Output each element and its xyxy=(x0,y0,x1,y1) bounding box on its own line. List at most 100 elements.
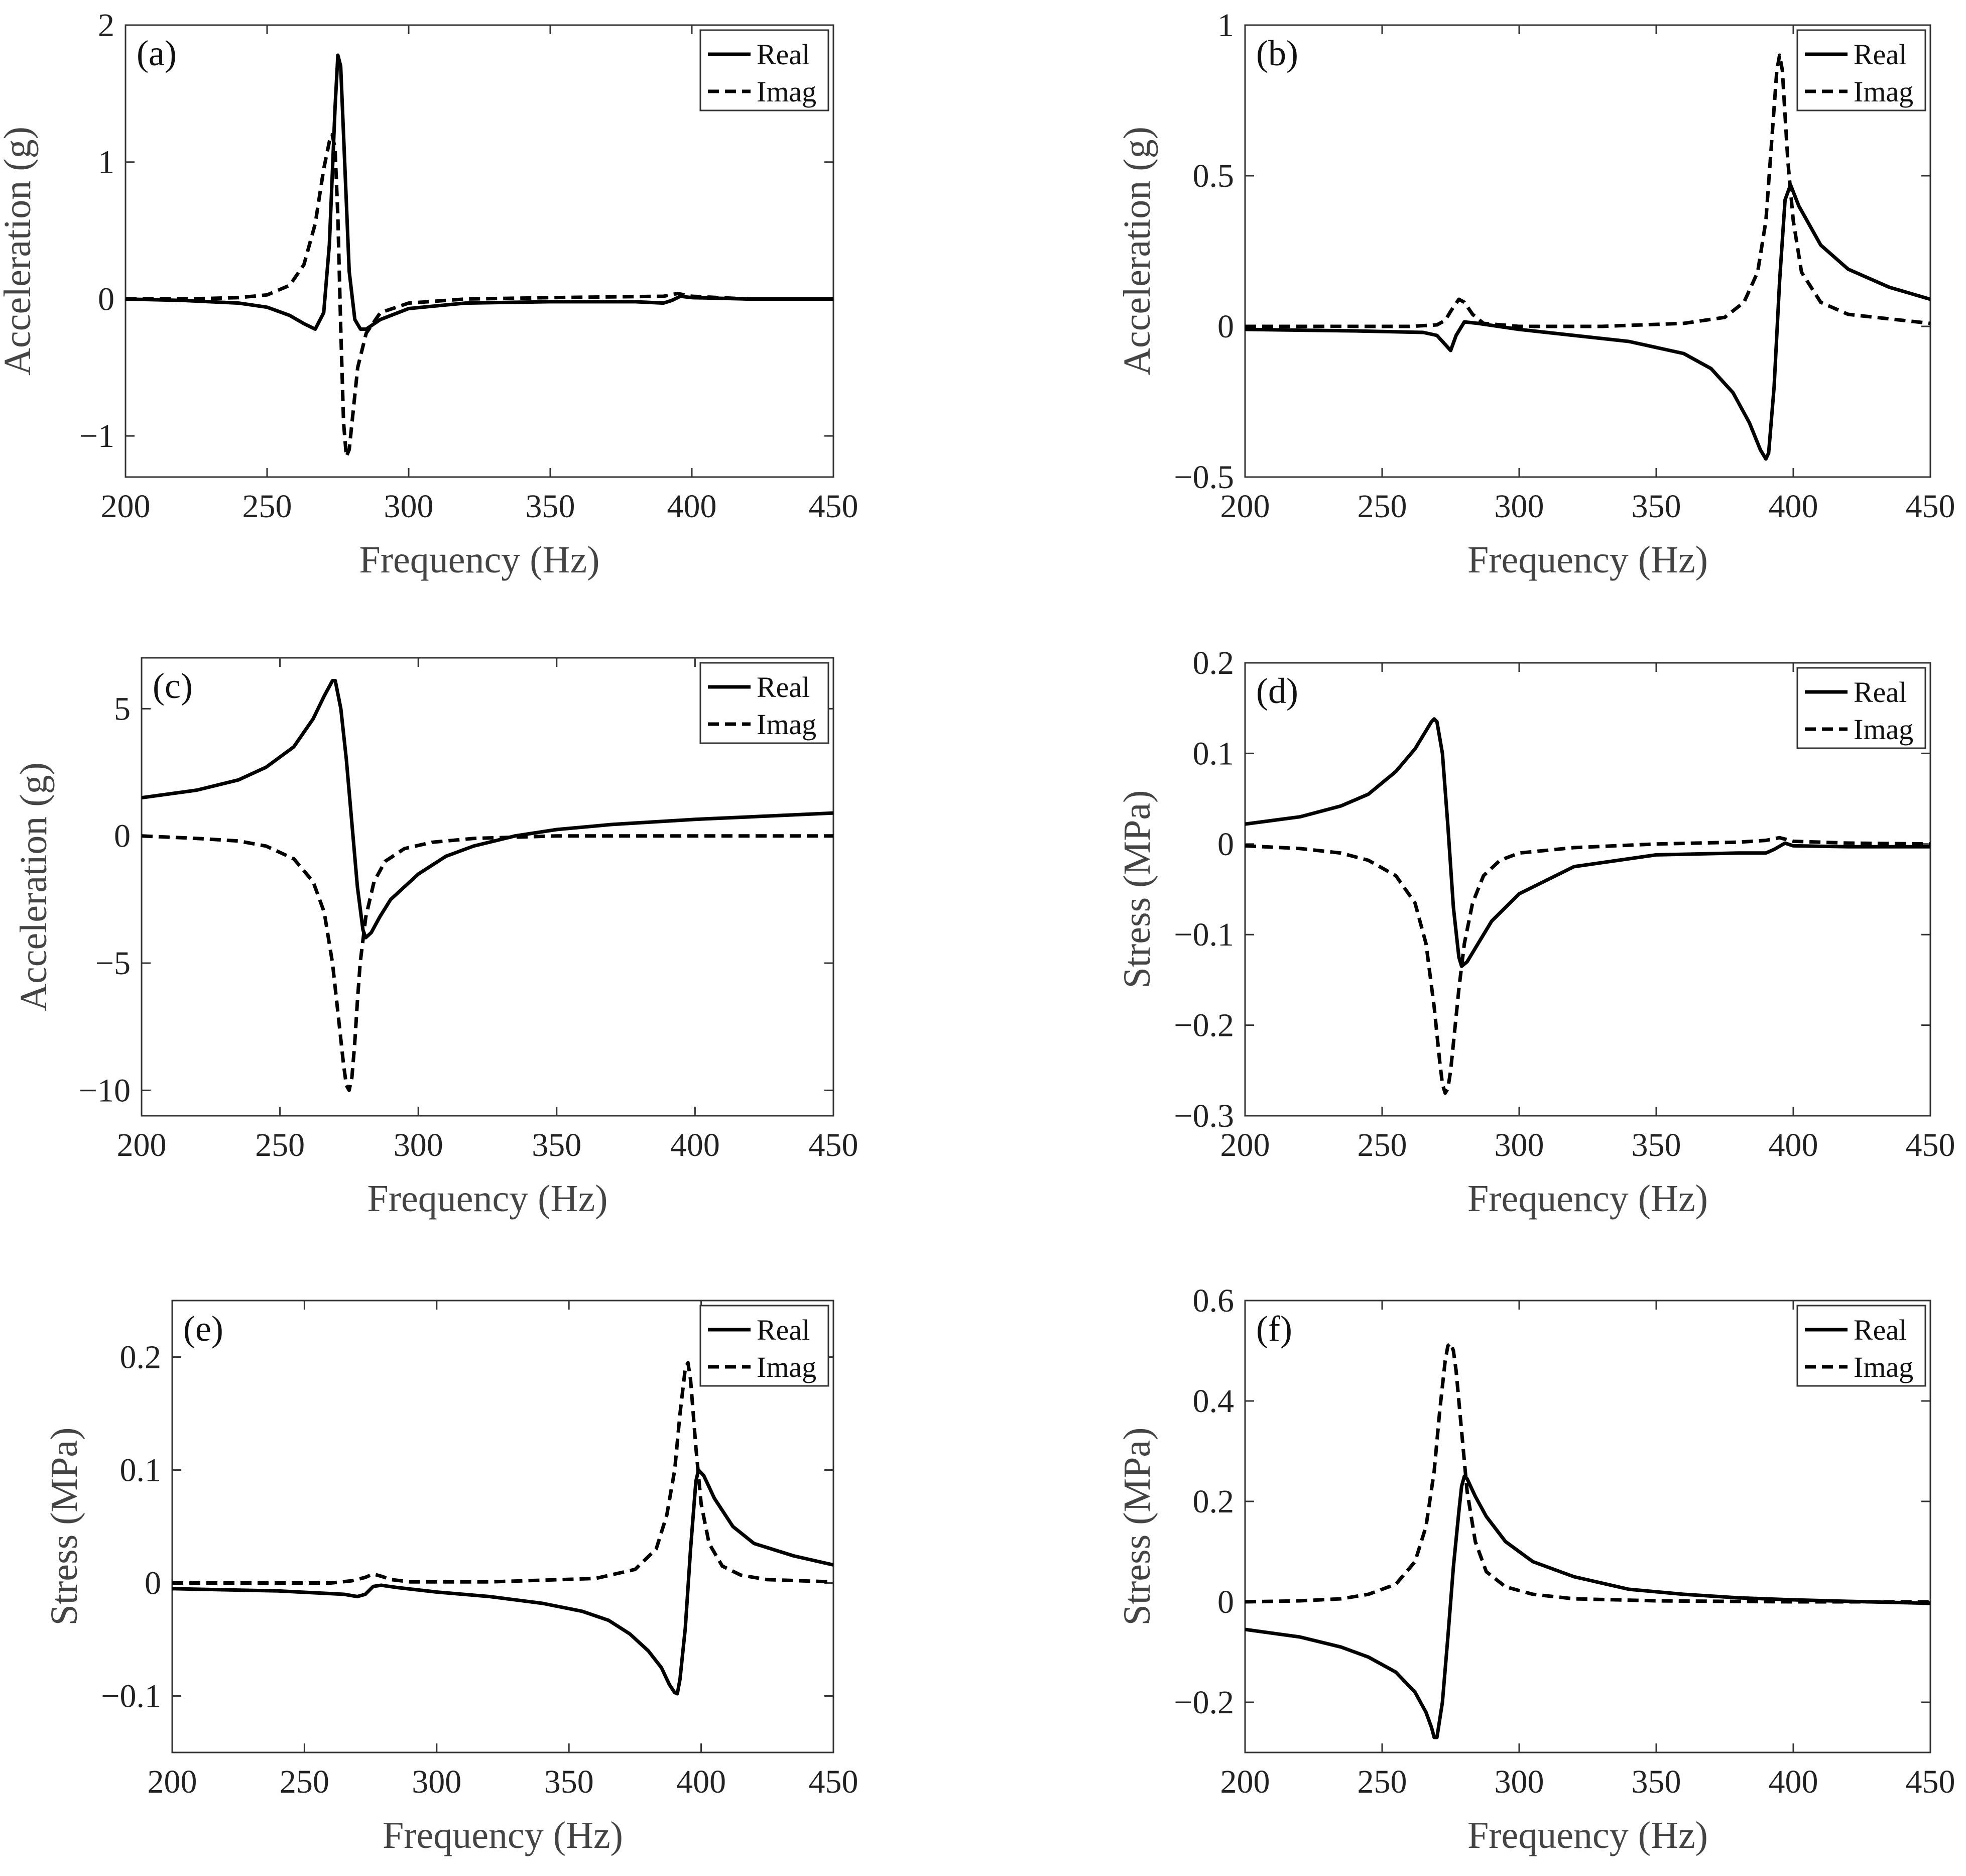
y-tick-label: 0.2 xyxy=(1193,1483,1235,1520)
y-axis-label: Stress (MPa) xyxy=(1116,1428,1158,1626)
y-tick-label: −0.2 xyxy=(1174,1007,1234,1044)
series-line-imag xyxy=(142,834,833,1092)
x-tick-label: 200 xyxy=(117,1127,167,1163)
legend-box xyxy=(1796,29,1926,111)
x-tick-label: 450 xyxy=(809,1764,858,1800)
x-tick-label: 450 xyxy=(1906,1764,1955,1800)
y-tick-label: −5 xyxy=(95,945,131,982)
legend-label-imag: Imag xyxy=(757,708,816,741)
x-tick-label: 350 xyxy=(1632,1127,1681,1163)
legend-label-real: Real xyxy=(1854,676,1907,709)
y-tick-label: 2 xyxy=(98,7,114,44)
x-tick-label: 250 xyxy=(255,1127,305,1163)
plot-frame xyxy=(125,24,834,478)
chart-panel-a: 200 250 300 350 400 450 −1 0 1 2 Frequency (Hz) Acc… xyxy=(0,7,858,581)
x-tick-label: 400 xyxy=(670,1127,720,1163)
x-tick-label: 450 xyxy=(1906,488,1955,525)
x-tick-label: 450 xyxy=(809,1127,858,1163)
x-tick-label: 450 xyxy=(809,488,858,525)
x-tick-label: 300 xyxy=(1495,1764,1544,1800)
legend: Real Imag xyxy=(1796,29,1926,111)
chart-panel-c: 200 250 300 350 400 450 −10 −5 0 5 Frequency (Hz) A… xyxy=(13,657,858,1220)
x-axis-label: Frequency (Hz) xyxy=(1467,539,1708,581)
legend: Real Imag xyxy=(1796,667,1926,749)
legend-label-imag: Imag xyxy=(757,1351,816,1383)
plot-frame xyxy=(1244,24,1931,478)
plot-frame xyxy=(1244,1300,1931,1753)
chart-panel-d: 200 250 300 350 400 450 −0.3 −0.2 −0.1 0 0.1 0.2 Fre… xyxy=(1116,645,1955,1220)
x-tick-label: 200 xyxy=(1220,488,1270,525)
y-tick-label: −0.3 xyxy=(1174,1098,1234,1134)
y-tick-label: 0 xyxy=(1217,826,1234,863)
series-line-imag xyxy=(172,1361,833,1585)
y-axis-label: Stress (MPa) xyxy=(43,1428,85,1626)
y-tick-label: −0.5 xyxy=(1174,459,1234,496)
y-tick-label: 0.6 xyxy=(1193,1282,1235,1319)
x-tick-label: 200 xyxy=(1220,1127,1270,1163)
panel-label: (e) xyxy=(183,1309,223,1349)
y-axis-label: Acceleration (g) xyxy=(13,762,55,1011)
x-tick-label: 300 xyxy=(1495,1127,1544,1163)
y-tick-label: −10 xyxy=(79,1072,131,1109)
y-tick-label: 0 xyxy=(1217,1584,1234,1620)
y-tick-label: 0.5 xyxy=(1193,158,1235,194)
series-line-real xyxy=(1245,183,1930,461)
x-axis-label: Frequency (Hz) xyxy=(367,1178,607,1220)
y-tick-label: −0.1 xyxy=(101,1678,161,1715)
legend: Real Imag xyxy=(699,1305,829,1387)
x-tick-label: 250 xyxy=(1358,1127,1407,1163)
x-tick-label: 250 xyxy=(280,1764,329,1800)
legend: Real Imag xyxy=(699,662,829,744)
legend-label-real: Real xyxy=(757,671,810,704)
x-tick-label: 400 xyxy=(667,488,717,525)
y-tick-label: 0.1 xyxy=(1193,735,1235,772)
legend-label-real: Real xyxy=(757,1314,810,1346)
legend-label-real: Real xyxy=(1854,1314,1907,1346)
series-line-real xyxy=(142,679,833,940)
y-tick-label: 5 xyxy=(114,690,131,727)
x-tick-label: 350 xyxy=(544,1764,594,1800)
x-tick-label: 250 xyxy=(1358,488,1407,525)
x-tick-label: 200 xyxy=(101,488,151,525)
x-axis-label: Frequency (Hz) xyxy=(1467,1178,1708,1220)
panel-label: (a) xyxy=(137,33,177,73)
legend-label-real: Real xyxy=(1854,38,1907,71)
x-tick-label: 450 xyxy=(1906,1127,1955,1163)
x-tick-label: 250 xyxy=(1358,1764,1407,1800)
y-tick-label: 0.2 xyxy=(120,1339,162,1376)
x-tick-label: 400 xyxy=(1769,488,1818,525)
x-tick-label: 350 xyxy=(532,1127,581,1163)
series-line-real xyxy=(1245,717,1930,968)
x-tick-label: 350 xyxy=(1632,488,1681,525)
x-tick-label: 400 xyxy=(1769,1127,1818,1163)
legend-box xyxy=(699,662,829,744)
x-axis-label: Frequency (Hz) xyxy=(359,539,599,581)
panel-label: (d) xyxy=(1256,671,1298,711)
y-tick-label: 0 xyxy=(114,818,131,855)
x-tick-label: 350 xyxy=(1632,1764,1681,1800)
legend-box xyxy=(699,29,829,111)
series-line-real xyxy=(126,53,833,331)
x-tick-label: 350 xyxy=(526,488,575,525)
x-axis-label: Frequency (Hz) xyxy=(1467,1814,1708,1856)
legend-label-imag: Imag xyxy=(757,75,816,108)
plot-frame xyxy=(1244,662,1931,1117)
series-line-real xyxy=(172,1468,833,1696)
x-tick-label: 300 xyxy=(384,488,434,525)
panel-label: (c) xyxy=(153,666,193,706)
y-tick-label: 0.1 xyxy=(120,1452,162,1489)
x-axis-label: Frequency (Hz) xyxy=(383,1814,623,1856)
series-line-imag xyxy=(1245,836,1930,1095)
legend-box xyxy=(1796,667,1926,749)
panel-label: (f) xyxy=(1256,1309,1292,1349)
series-line-imag xyxy=(126,133,833,458)
chart-panel-e: 200 250 300 350 400 450 −0.1 0 0.1 0.2 Frequency (… xyxy=(43,1300,858,1856)
x-tick-label: 200 xyxy=(148,1764,197,1800)
y-tick-label: 1 xyxy=(98,144,114,181)
plot-frame xyxy=(141,657,834,1117)
chart-panel-b: 200 250 300 350 400 450 −0.5 0 0.5 1 Frequency (Hz… xyxy=(1116,7,1955,581)
y-tick-label: 0 xyxy=(1217,308,1234,345)
plot-frame xyxy=(171,1300,834,1753)
y-tick-label: 0.2 xyxy=(1193,645,1235,681)
